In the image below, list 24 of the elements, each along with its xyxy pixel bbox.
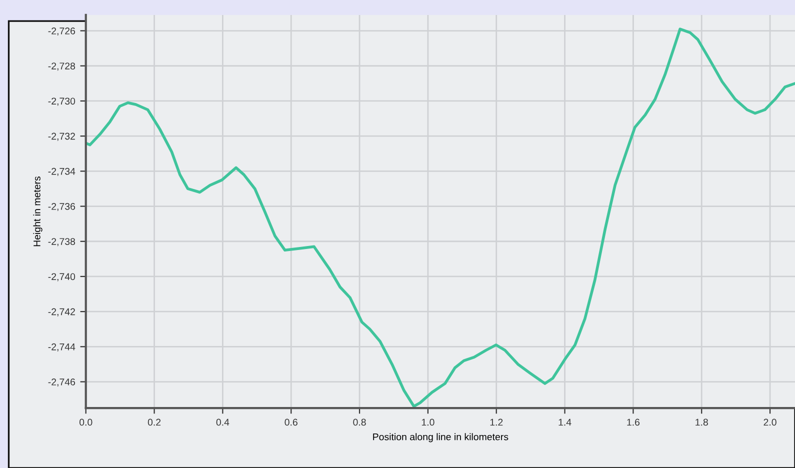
x-tick-label: 0.6 xyxy=(284,418,298,426)
y-tick-label: -2,732 xyxy=(48,132,75,141)
y-tick-label: -2,734 xyxy=(48,168,76,176)
x-tick-label: 2.0 xyxy=(764,418,776,426)
x-tick-label: 0.2 xyxy=(148,418,161,426)
y-tick-label: -2,740 xyxy=(48,273,76,282)
y-tick-label: -2,742 xyxy=(48,308,75,316)
x-tick-label: 1.8 xyxy=(696,418,708,426)
y-tick-label: -2,726 xyxy=(48,28,76,36)
y-tick-label: -2,738 xyxy=(48,238,76,246)
x-tick-label: 1.0 xyxy=(422,418,434,426)
y-tick-label: -2,744 xyxy=(48,343,76,352)
x-tick-label: 0.0 xyxy=(79,418,92,426)
x-tick-label: 0.4 xyxy=(216,418,230,426)
x-tick-label: 0.8 xyxy=(353,418,366,426)
y-tick-label: -2,728 xyxy=(48,62,76,71)
y-tick-label: -2,746 xyxy=(48,378,76,387)
x-tick-label: 1.6 xyxy=(627,418,640,426)
x-axis-title: Position along line in kilometers xyxy=(373,433,508,442)
y-tick-label: -2,736 xyxy=(48,203,76,212)
y-tick-label: -2,730 xyxy=(48,98,76,106)
y-axis-title: Height in meters xyxy=(33,176,42,246)
x-tick-label: 1.2 xyxy=(490,418,503,426)
x-tick-label: 1.4 xyxy=(558,418,572,426)
